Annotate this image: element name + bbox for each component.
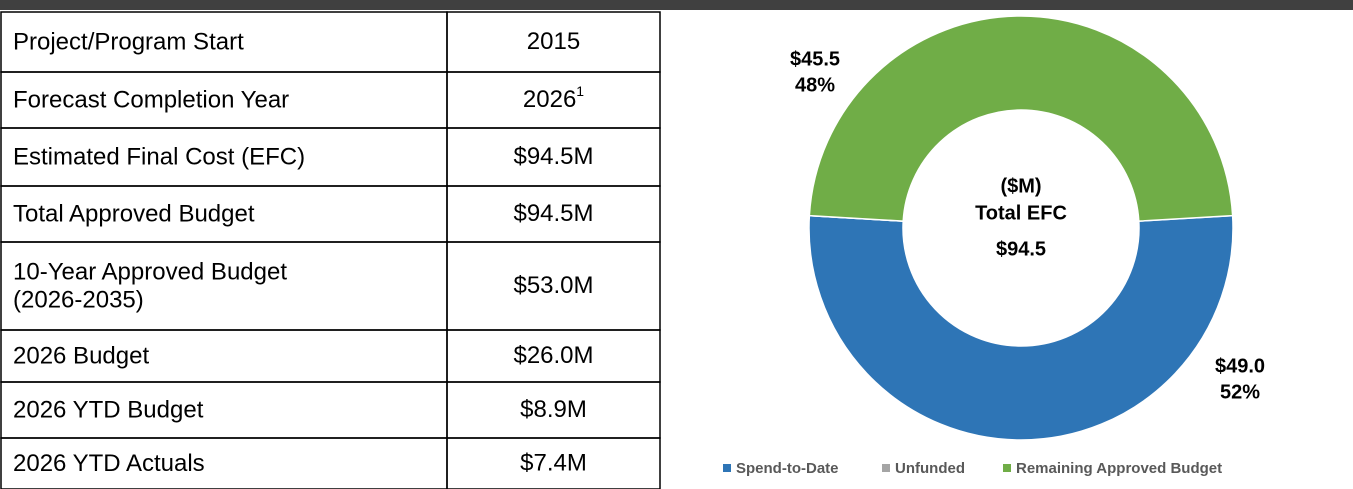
top-bar <box>0 0 1353 10</box>
center-label: Total EFC <box>975 202 1067 224</box>
value-text: $53.0M <box>513 272 593 299</box>
row-value: $94.5M <box>513 200 593 227</box>
value-text: 2026 <box>523 86 576 113</box>
table-cell <box>446 437 661 489</box>
row-label: Forecast Completion Year <box>13 86 289 113</box>
row-label: 10-Year Approved Budget <box>13 258 287 285</box>
row-label: Project/Program Start <box>13 28 244 55</box>
row-label: 2026 YTD Actuals <box>13 450 205 477</box>
row-value: 2015 <box>527 28 580 55</box>
row-value: $94.5M <box>513 143 593 170</box>
row-label: Estimated Final Cost (EFC) <box>13 143 305 170</box>
value-text: $8.9M <box>520 396 587 423</box>
value-text: $7.4M <box>520 450 587 477</box>
donut-chart: $49.0 52% $45.5 48% ($M) Total EFC $94.5 Spend-… <box>723 15 1265 477</box>
row-value: $8.9M <box>520 396 587 423</box>
legend-label: Spend-to-Date <box>736 460 839 477</box>
value-label: $49.0 <box>1215 355 1265 377</box>
value-text: $26.0M <box>513 342 593 369</box>
legend-label: Unfunded <box>895 460 965 477</box>
row-value: $7.4M <box>520 450 587 477</box>
row-label: 2026 YTD Budget <box>13 396 204 423</box>
legend-label: Remaining Approved Budget <box>1016 460 1222 477</box>
row-value: 20261 <box>523 83 584 114</box>
value-text: $94.5M <box>513 200 593 227</box>
donut-slice <box>808 15 1234 222</box>
donut-slice <box>808 214 1234 441</box>
center-label: ($M) <box>1000 175 1041 197</box>
table: Project/Program Start 2015 Forecast Comple… <box>0 11 661 489</box>
value-text: 2015 <box>527 28 580 55</box>
row-value: $26.0M <box>513 342 593 369</box>
percent-label: 52% <box>1220 381 1260 403</box>
legend-swatch <box>1003 464 1011 472</box>
row-label: (2026-2035) <box>13 286 144 313</box>
center-total: $94.5 <box>996 238 1046 260</box>
footnote-mark: 1 <box>576 83 584 99</box>
value-text: $94.5M <box>513 143 593 170</box>
row-label: Total Approved Budget <box>13 200 255 227</box>
percent-label: 48% <box>795 74 835 96</box>
legend-swatch <box>723 464 731 472</box>
value-label: $45.5 <box>790 48 840 70</box>
row-label: 2026 Budget <box>13 342 149 369</box>
row-value: $53.0M <box>513 272 593 299</box>
legend-swatch <box>882 464 890 472</box>
